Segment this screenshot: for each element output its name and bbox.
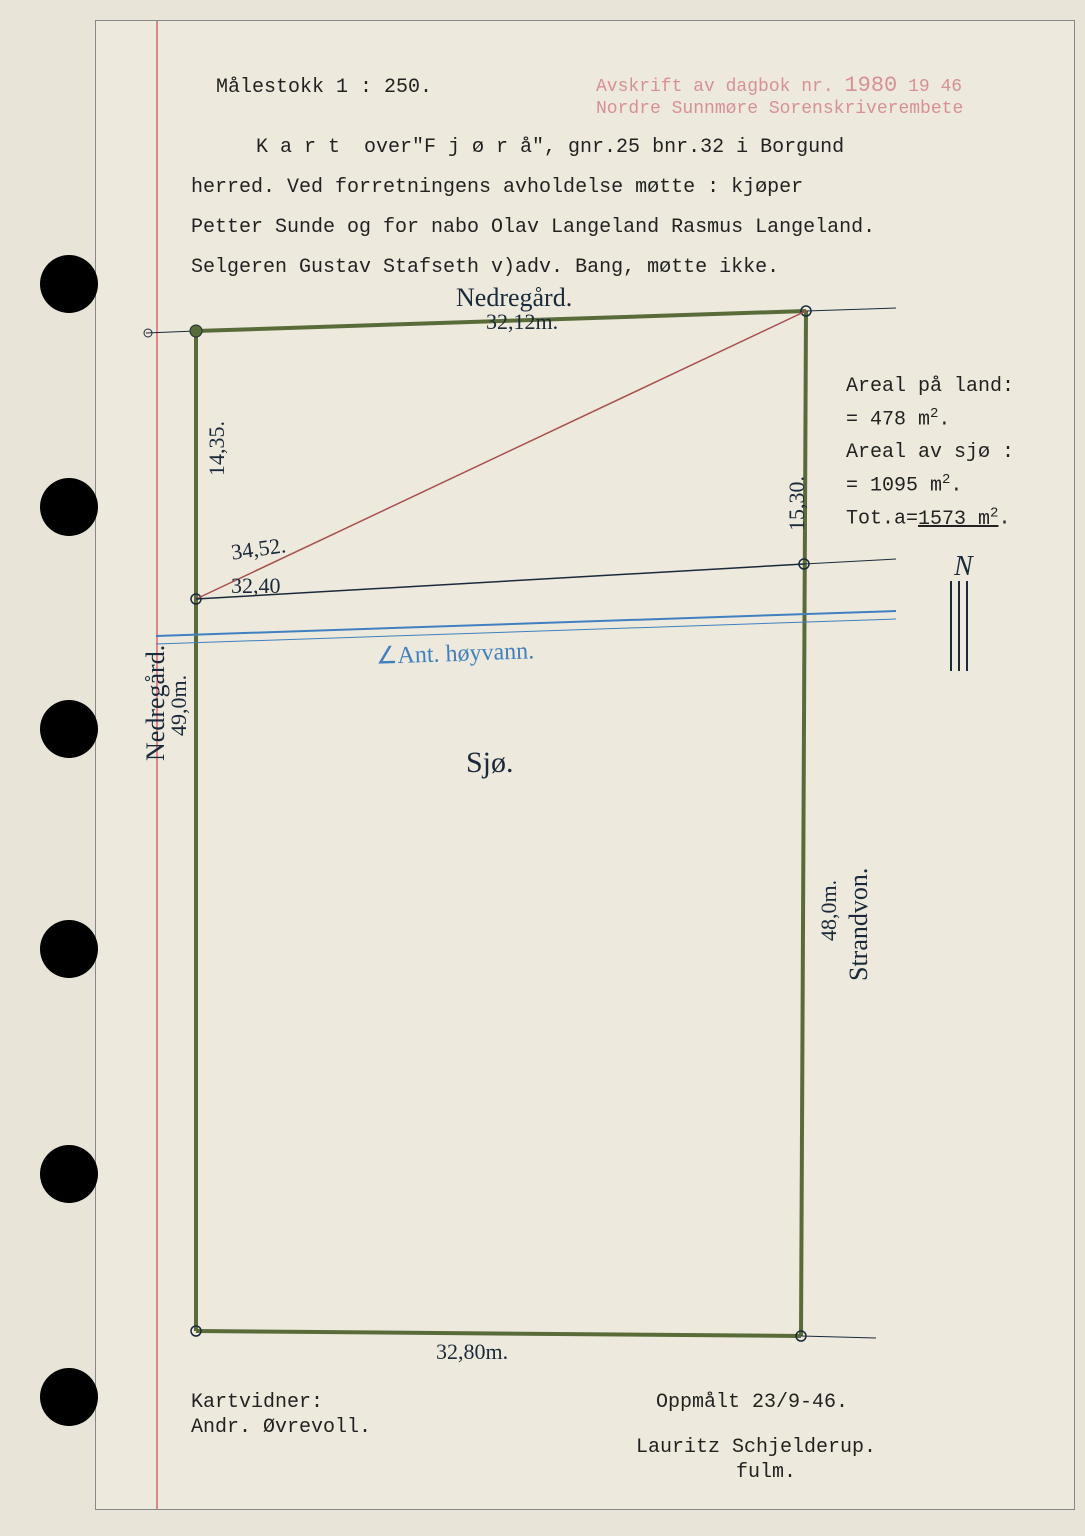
- binder-hole: [40, 920, 98, 978]
- witness-label: Kartvidner:: [191, 1391, 323, 1414]
- sea-label: Sjø.: [466, 746, 514, 780]
- right-upper-measure: 15,30.: [784, 476, 810, 531]
- red-diagonal: [196, 311, 806, 599]
- areal-sea-label: Areal av sjø :: [846, 437, 1014, 469]
- water-label: ∠Ant. høyvann.: [376, 636, 535, 671]
- sq-2: 2: [942, 472, 950, 488]
- surveyor-role: fulm.: [736, 1461, 796, 1484]
- sq-3: 2: [990, 505, 998, 521]
- right-measure: 48,0m.: [816, 880, 842, 941]
- boundary-ext: [804, 559, 896, 564]
- ext-botright: [801, 1336, 876, 1338]
- binder-hole: [40, 1368, 98, 1426]
- stamp-line2: Nordre Sunnmøre Sorenskriverembete: [596, 99, 963, 119]
- top-measure: 32,12m.: [486, 309, 558, 335]
- boundary-line: [196, 564, 804, 599]
- surveyor: Lauritz Schjelderup.: [636, 1436, 876, 1459]
- bottom-measure: 32,80m.: [436, 1339, 508, 1365]
- stamp-prefix: Avskrift av dagbok nr.: [596, 77, 834, 97]
- binder-hole: [40, 1145, 98, 1203]
- body-line2: herred. Ved forretningens avholdelse møt…: [191, 176, 803, 199]
- document-page: Avskrift av dagbok nr. 1980 19 46 Nordre…: [95, 20, 1075, 1510]
- areal-total: Tot.a=1573 m2.: [846, 502, 1014, 536]
- sq-1: 2: [930, 406, 938, 422]
- north-label: N: [954, 551, 973, 583]
- areal-sea-value: = 1095 m2.: [846, 469, 1014, 503]
- survey-map: Nedregård. 32,12m. Nedregård. 49,0m. 14,…: [176, 301, 956, 1361]
- binder-hole: [40, 700, 98, 758]
- date-label: Oppmålt 23/9-46.: [656, 1391, 848, 1414]
- areal-sea-val: = 1095 m: [846, 474, 942, 497]
- corner-tl: [190, 325, 202, 337]
- body-line1: K a r t over"F j ø r å", gnr.25 bnr.32 i…: [256, 136, 844, 159]
- mid-left-measure: 32,40: [231, 573, 281, 599]
- water-line-1: [156, 611, 896, 636]
- areal-land-label: Areal på land:: [846, 371, 1014, 403]
- margin-rule: [156, 21, 158, 1509]
- areal-land-value: = 478 m2.: [846, 403, 1014, 437]
- witness-name: Andr. Øvrevoll.: [191, 1416, 371, 1439]
- areal-land-val: = 478 m: [846, 409, 930, 432]
- scale-label: Målestokk 1 : 250.: [216, 76, 432, 99]
- areal-tot-lbl: Tot.a=: [846, 508, 918, 531]
- areal-tot-val: 1573 m2: [918, 508, 998, 531]
- edge-bottom: [196, 1331, 801, 1336]
- body-line3: Petter Sunde og for nabo Olav Langeland …: [191, 216, 875, 239]
- areal-block: Areal på land: = 478 m2. Areal av sjø : …: [846, 371, 1014, 536]
- binder-hole: [40, 478, 98, 536]
- edge-right: [801, 311, 806, 1336]
- stamp-line1: Avskrift av dagbok nr. 1980 19 46: [596, 73, 962, 98]
- ext-topleft: [146, 331, 196, 333]
- left-upper-measure: 14,35.: [204, 421, 230, 476]
- right-label: Strandvon.: [844, 868, 874, 981]
- stamp-year: 19 46: [908, 77, 962, 97]
- body-line4: Selgeren Gustav Stafseth v)adv. Bang, mø…: [191, 256, 779, 279]
- binder-hole: [40, 255, 98, 313]
- stamp-number: 1980: [844, 73, 897, 98]
- areal-tot-num: 1573 m: [918, 508, 990, 531]
- ext-topright: [806, 308, 896, 311]
- left-measure: 49,0m.: [166, 675, 192, 736]
